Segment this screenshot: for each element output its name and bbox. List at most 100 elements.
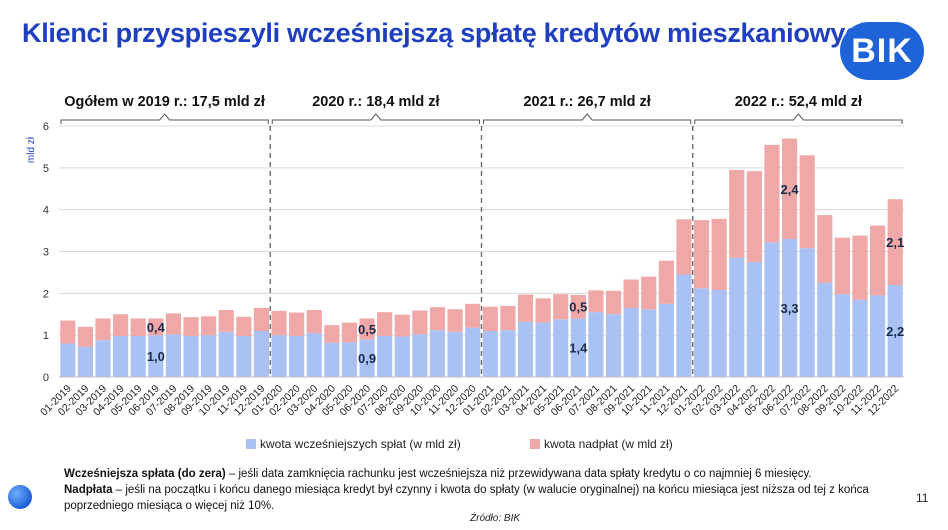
bar-early-repayment xyxy=(60,343,76,377)
data-label: 0,5 xyxy=(569,300,587,315)
legend-label-early: kwota wcześniejszych spłat (w mld zł) xyxy=(260,437,461,451)
bar-overpayment xyxy=(113,314,129,337)
bar-early-repayment xyxy=(517,321,534,377)
bar-overpayment xyxy=(95,318,111,341)
period-total-label: 2022 r.: 52,4 mld zł xyxy=(735,94,862,110)
bar-early-repayment xyxy=(429,330,446,377)
bar-overpayment xyxy=(271,310,287,336)
bar-early-repayment xyxy=(394,336,410,377)
y-tick-label: 6 xyxy=(43,121,49,133)
bar-overpayment xyxy=(834,237,850,295)
footnote-text-early: – jeśli data zamknięcia rachunku jest wc… xyxy=(225,468,812,480)
bar-overpayment xyxy=(148,318,164,336)
bar-overpayment xyxy=(535,298,551,323)
decorative-dot-icon xyxy=(8,485,32,509)
data-label: 1,4 xyxy=(569,341,588,356)
bar-early-repayment xyxy=(746,261,762,377)
bar-early-repayment xyxy=(113,336,129,377)
bar-early-repayment xyxy=(500,330,516,377)
bar-overpayment xyxy=(711,218,727,290)
bar-overpayment xyxy=(60,320,76,344)
data-label: 0,9 xyxy=(358,351,376,366)
bar-overpayment xyxy=(165,313,181,335)
bar-early-repayment xyxy=(623,307,639,377)
bar-early-repayment xyxy=(641,309,657,377)
legend-label-overpay: kwota nadpłat (w mld zł) xyxy=(544,437,673,451)
bar-early-repayment xyxy=(183,336,199,377)
data-label: 2,4 xyxy=(781,182,800,197)
bar-early-repayment xyxy=(782,238,798,377)
y-tick-label: 2 xyxy=(43,288,49,300)
bar-early-repayment xyxy=(359,339,375,377)
footnote-term-overpay: Nadpłata xyxy=(64,484,113,496)
source-note: Źródło: BIK xyxy=(470,513,521,524)
bar-overpayment xyxy=(201,316,217,336)
bar-overpayment xyxy=(183,317,199,337)
bar-early-repayment xyxy=(658,303,674,377)
bar-early-repayment xyxy=(253,330,270,377)
bar-early-repayment xyxy=(465,327,481,377)
bar-overpayment xyxy=(289,312,305,337)
bar-overpayment xyxy=(482,306,498,331)
bar-overpayment xyxy=(218,310,234,332)
bar-early-repayment xyxy=(834,294,850,377)
bar-overpayment xyxy=(77,326,93,347)
y-tick-label: 3 xyxy=(43,247,49,259)
bar-early-repayment xyxy=(711,289,727,377)
bar-early-repayment xyxy=(817,282,833,377)
bar-early-repayment xyxy=(887,284,903,377)
bar-overpayment xyxy=(447,309,463,332)
bar-overpayment xyxy=(729,169,745,258)
bar-early-repayment xyxy=(676,274,692,377)
bar-early-repayment xyxy=(693,288,710,377)
bar-overpayment xyxy=(500,305,516,331)
bar-overpayment xyxy=(253,307,270,331)
bar-early-repayment xyxy=(570,318,586,377)
bar-early-repayment xyxy=(306,333,322,377)
page-number: 11 xyxy=(916,491,929,505)
bar-overpayment xyxy=(676,219,692,275)
bar-early-repayment xyxy=(341,342,358,377)
bar-early-repayment xyxy=(799,248,815,377)
bar-early-repayment xyxy=(852,299,868,377)
bar-early-repayment xyxy=(95,340,111,377)
bar-overpayment xyxy=(817,215,833,283)
y-tick-label: 1 xyxy=(43,330,49,342)
bar-overpayment xyxy=(782,138,798,239)
bar-overpayment xyxy=(693,220,710,289)
period-total-label: 2020 r.: 18,4 mld zł xyxy=(312,94,439,110)
bar-early-repayment xyxy=(447,331,463,377)
footnote-term-early: Wcześniejsza spłata (do zera) xyxy=(64,468,226,480)
bar-overpayment xyxy=(236,316,252,337)
bar-overpayment xyxy=(852,235,868,300)
bar-early-repayment xyxy=(764,242,780,377)
bar-overpayment xyxy=(429,307,446,331)
bar-early-repayment xyxy=(289,336,305,377)
bar-overpayment xyxy=(553,294,569,320)
y-tick-label: 4 xyxy=(43,205,49,217)
bar-early-repayment xyxy=(165,334,181,377)
bar-overpayment xyxy=(412,310,428,335)
data-label: 3,3 xyxy=(781,301,799,316)
bar-early-repayment xyxy=(729,257,745,377)
bar-overpayment xyxy=(570,295,586,319)
bar-overpayment xyxy=(764,144,780,243)
bar-early-repayment xyxy=(271,335,287,377)
bar-early-repayment xyxy=(148,335,164,377)
data-label: 1,0 xyxy=(147,349,165,364)
bar-early-repayment xyxy=(324,342,340,377)
bar-overpayment xyxy=(658,260,674,304)
bar-overpayment xyxy=(341,322,358,343)
bar-overpayment xyxy=(641,276,657,310)
data-label: 2,1 xyxy=(886,235,904,250)
footnote-overpayment: Nadpłata – jeśli na początku i końcu dan… xyxy=(64,482,894,514)
bar-overpayment xyxy=(465,303,481,328)
period-total-label: 2021 r.: 26,7 mld zł xyxy=(523,94,650,110)
bar-early-repayment xyxy=(201,335,217,377)
bar-overpayment xyxy=(306,310,322,334)
data-label: 2,2 xyxy=(886,324,904,339)
period-brace xyxy=(483,113,692,124)
bar-early-repayment xyxy=(482,330,498,377)
legend-swatch-overpay xyxy=(530,439,540,449)
